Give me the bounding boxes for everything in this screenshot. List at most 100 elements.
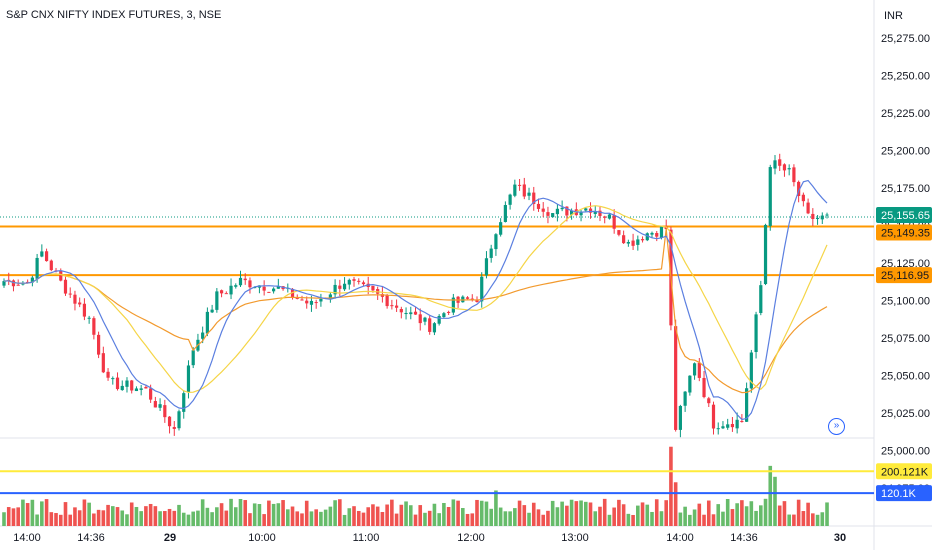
volume-bar xyxy=(768,465,773,526)
price-tick-label: 25,075.00 xyxy=(881,333,930,345)
candle-body xyxy=(347,279,351,285)
volume-bar xyxy=(6,507,11,526)
candle-body xyxy=(792,167,796,183)
candle-body xyxy=(489,248,493,258)
volume-bar xyxy=(508,511,512,526)
volume-bar xyxy=(645,504,650,526)
candle-body xyxy=(82,303,87,317)
candle-body xyxy=(120,385,124,391)
time-tick-label: 14:36 xyxy=(730,532,758,544)
volume-bar xyxy=(432,503,437,526)
volume-bar xyxy=(654,499,659,526)
candle-body xyxy=(650,232,654,235)
volume-bar xyxy=(295,511,300,526)
time-tick-label: 10:00 xyxy=(248,532,276,544)
volume-bar xyxy=(110,506,115,526)
candle-body xyxy=(49,260,53,271)
volume-bar xyxy=(271,503,276,526)
candle-body xyxy=(825,214,829,216)
price-tick-label: 25,125.00 xyxy=(881,258,930,270)
volume-bar xyxy=(92,513,96,526)
candle-body xyxy=(711,404,716,429)
candle-body xyxy=(342,283,347,290)
vwap-line xyxy=(3,229,828,394)
candle-body xyxy=(603,216,607,218)
volume-bar xyxy=(252,503,257,526)
volume-bar xyxy=(399,504,404,526)
candle-body xyxy=(749,352,753,389)
candle-body xyxy=(87,317,91,319)
volume-bar xyxy=(550,500,555,526)
time-tick-label: 13:00 xyxy=(561,532,589,544)
volume-bar xyxy=(413,514,418,526)
volume-bar xyxy=(617,499,621,526)
volume-bar xyxy=(664,500,668,526)
volume-bar xyxy=(281,500,285,526)
volume-levels xyxy=(0,470,874,495)
candle-body xyxy=(740,421,744,423)
volume-bar xyxy=(215,507,219,526)
time-axis[interactable]: 14:00 14:36 29 10:00 11:00 12:00 13:00 14:00 14:… xyxy=(13,532,846,544)
volume-bar xyxy=(243,500,248,526)
volume-bar xyxy=(385,504,389,526)
volume-bar xyxy=(527,512,531,526)
candle-body xyxy=(612,215,616,229)
candle-body xyxy=(745,388,749,422)
candle-body xyxy=(536,203,541,209)
candle-body xyxy=(759,285,763,313)
candle-body xyxy=(598,210,602,216)
candle-body xyxy=(404,313,408,315)
candle-body xyxy=(508,194,512,205)
price-tick-label: 25,000.00 xyxy=(881,446,930,458)
candle-body xyxy=(163,405,167,418)
candle-body xyxy=(773,160,777,169)
candle-body xyxy=(551,213,555,218)
volume-bar xyxy=(115,507,120,526)
volume-bar xyxy=(489,508,493,526)
candle-body xyxy=(678,405,682,430)
volume-bar xyxy=(30,499,35,526)
candle-body xyxy=(295,297,299,299)
volume-bar xyxy=(598,506,602,526)
volume-bar xyxy=(106,504,110,526)
candle-body xyxy=(763,224,768,285)
candle-body xyxy=(447,311,451,313)
volume-bar xyxy=(446,506,451,526)
candle-body xyxy=(290,288,295,298)
candle-body xyxy=(754,314,758,353)
volume-bar xyxy=(777,505,782,526)
volume-bar xyxy=(494,490,498,526)
candle-body xyxy=(782,164,787,171)
candle-body xyxy=(243,278,247,281)
volume-bar xyxy=(763,498,768,526)
candle-body xyxy=(267,291,271,293)
volume-bar xyxy=(513,508,517,526)
volume-bar xyxy=(806,502,810,526)
last-price-tag-bg xyxy=(876,207,932,224)
volume-bar xyxy=(35,514,39,526)
candle-body xyxy=(201,332,205,339)
price-tick-label: 25,225.00 xyxy=(881,108,930,120)
volume-bar xyxy=(139,511,143,526)
volume-bar xyxy=(181,512,186,526)
volume-bar xyxy=(82,499,87,526)
candle-body xyxy=(224,293,228,295)
candle-body xyxy=(707,398,711,404)
volume-bars xyxy=(2,446,829,526)
volume-bar xyxy=(371,504,375,526)
candle-body xyxy=(565,206,569,216)
volume-bar xyxy=(456,500,460,526)
candle-body xyxy=(768,167,772,226)
candle-body xyxy=(432,323,437,333)
price-axis[interactable]: 25,275.00 25,250.00 25,225.00 25,200.00 25,1… xyxy=(881,33,930,495)
scroll-to-realtime-button[interactable]: » xyxy=(828,418,845,435)
candle-body xyxy=(234,285,238,287)
volume-bar xyxy=(73,507,77,526)
volume-bar xyxy=(347,508,352,526)
candle-body xyxy=(735,419,739,429)
candle-body xyxy=(186,365,191,392)
candle-body xyxy=(300,299,304,301)
candle-body xyxy=(730,423,735,428)
volume-bar xyxy=(248,513,252,526)
